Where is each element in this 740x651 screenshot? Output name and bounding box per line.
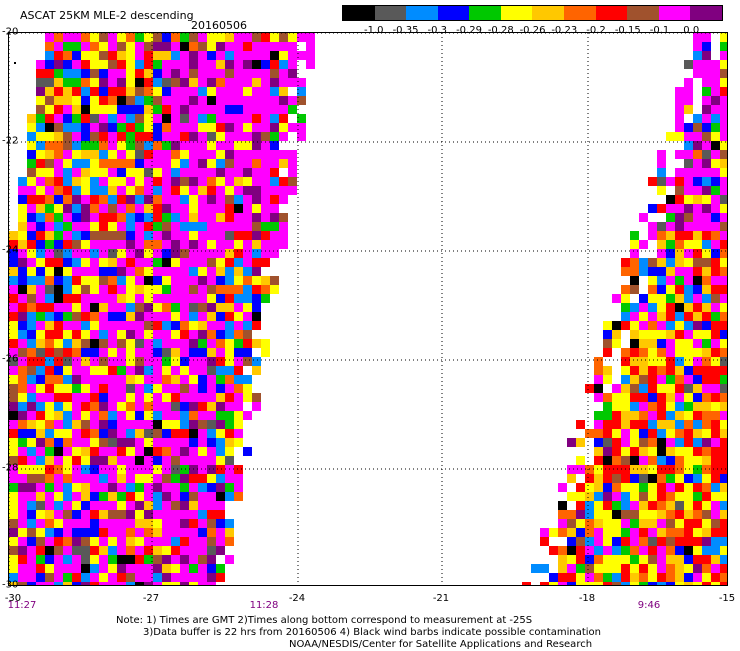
- time-label: 11:28: [249, 600, 279, 611]
- chart-title: ASCAT 25KM MLE-2 descending: [20, 9, 194, 22]
- color-swatch: [500, 6, 533, 20]
- color-swatch: [469, 6, 501, 20]
- color-swatch: [374, 6, 407, 20]
- lon-label: -27: [142, 593, 160, 604]
- color-swatch: [658, 6, 691, 20]
- color-scale-label: -0.23: [551, 25, 578, 36]
- color-swatch: [564, 6, 596, 20]
- lon-label: -21: [432, 593, 450, 604]
- color-scale-label: -0.15: [614, 25, 641, 36]
- color-swatch: [627, 6, 659, 20]
- color-scale-label: -0.29: [456, 25, 482, 36]
- map-plot: [8, 32, 728, 586]
- color-scale-bar: [342, 5, 723, 21]
- color-scale-label: -1.0: [363, 25, 384, 36]
- color-scale-label: -0.1: [649, 25, 670, 36]
- color-swatch: [690, 6, 722, 20]
- color-swatch: [437, 6, 470, 20]
- time-label: 11:27: [7, 600, 37, 611]
- color-scale-label: -0.35: [392, 25, 419, 36]
- color-scale-label: 0.0: [683, 25, 700, 36]
- color-scale-label: -0.28: [487, 25, 514, 36]
- note-line: 3)Data buffer is 22 hrs from 20160506 4)…: [143, 627, 601, 638]
- lat-label: -22: [2, 135, 19, 147]
- lon-label: -18: [578, 593, 596, 604]
- lon-label: -30: [4, 593, 22, 604]
- color-scale-label: -0.2: [586, 25, 606, 36]
- color-scale-label: -0.3: [427, 25, 448, 36]
- lat-label: -26: [2, 353, 19, 365]
- lon-label: -24: [288, 593, 306, 604]
- lat-label: -30: [2, 579, 19, 591]
- color-swatch: [532, 6, 565, 20]
- chart-date: 20160506: [191, 19, 247, 32]
- time-label: 9:46: [637, 600, 661, 611]
- swath-map: [9, 33, 727, 585]
- lat-label: -24: [2, 244, 19, 256]
- note-line: Note: 1) Times are GMT 2)Times along bot…: [116, 615, 533, 626]
- color-swatch: [343, 6, 375, 20]
- lon-label: -15: [718, 593, 736, 604]
- lat-label: -28: [2, 462, 19, 474]
- color-swatch: [595, 6, 628, 20]
- map-marker: [14, 62, 16, 64]
- lat-label: -20: [2, 26, 19, 38]
- note-line: NOAA/NESDIS/Center for Satellite Applica…: [289, 639, 593, 650]
- color-swatch: [406, 6, 438, 20]
- color-scale-label: -0.26: [519, 25, 546, 36]
